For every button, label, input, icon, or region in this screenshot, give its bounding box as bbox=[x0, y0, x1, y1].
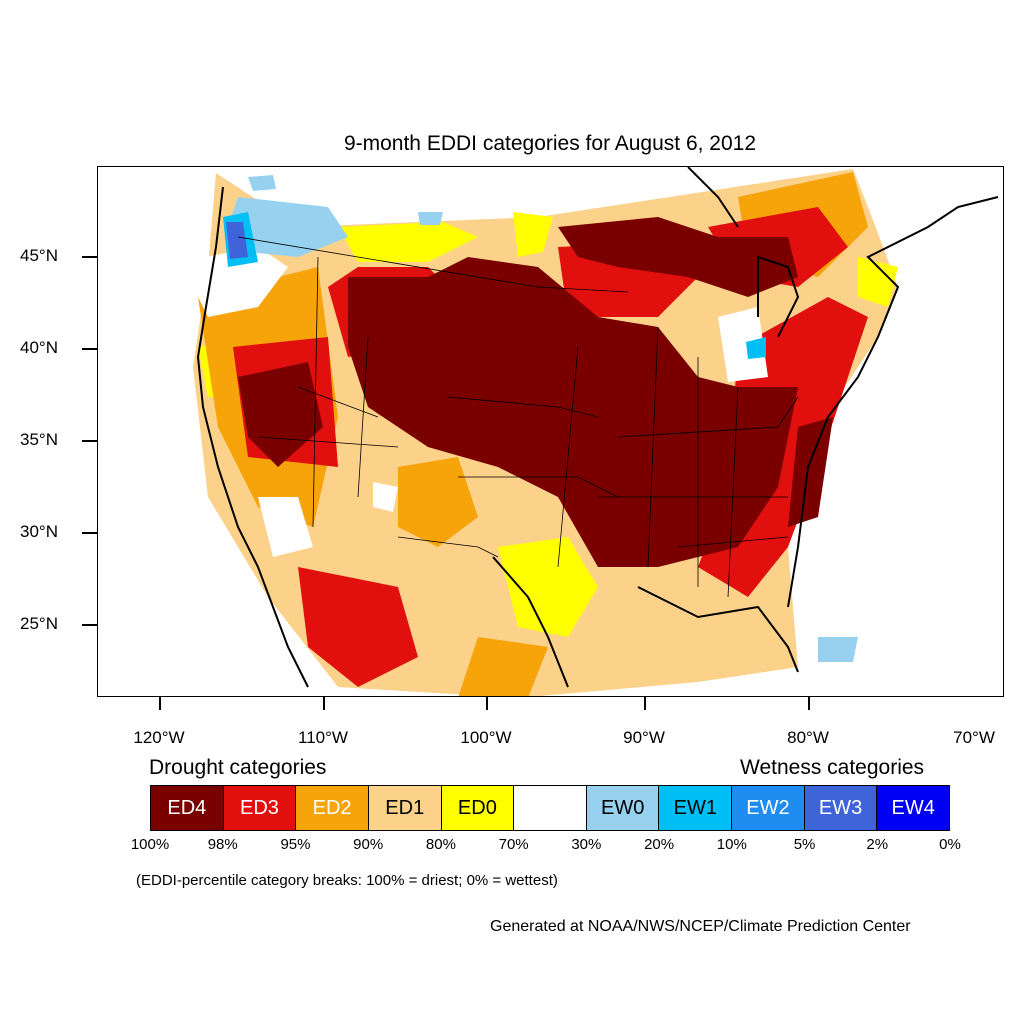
lon-tick bbox=[486, 697, 488, 710]
percentile-label: 2% bbox=[866, 836, 889, 853]
legend-box-neutral bbox=[514, 786, 587, 830]
legend-box-ed2: ED2 bbox=[296, 786, 369, 830]
percentile-label: 100% bbox=[130, 836, 170, 853]
map-canvas bbox=[178, 167, 999, 696]
lon-label: 90°W bbox=[623, 728, 665, 747]
percentile-label: 90% bbox=[353, 836, 384, 853]
legend-box-ew3: EW3 bbox=[804, 786, 878, 830]
map-title: 9-month EDDI categories for August 6, 20… bbox=[343, 132, 757, 155]
drought-heading: Drought categories bbox=[149, 756, 327, 779]
eddi-map bbox=[97, 166, 1004, 697]
lon-label: 110°W bbox=[298, 728, 348, 747]
legend-box-ew0: EW0 bbox=[586, 786, 660, 830]
lat-label: 30°N bbox=[20, 522, 58, 541]
legend-box-ew2: EW2 bbox=[732, 786, 805, 830]
legend-box-ed1: ED1 bbox=[368, 786, 442, 830]
percentile-label: 20% bbox=[644, 836, 675, 853]
lat-tick bbox=[82, 256, 97, 258]
lat-tick bbox=[82, 348, 97, 350]
percentile-label: 0% bbox=[939, 836, 961, 853]
ed4-core bbox=[348, 257, 798, 567]
legend-box-ed3: ED3 bbox=[223, 786, 297, 830]
percentile-label: 5% bbox=[793, 836, 816, 853]
lon-tick bbox=[159, 697, 161, 710]
lon-label: 80°W bbox=[787, 728, 829, 747]
coastlines bbox=[196, 167, 999, 688]
lat-tick bbox=[82, 440, 97, 442]
lat-label: 35°N bbox=[20, 430, 58, 449]
state-boundaries bbox=[237, 236, 799, 598]
lat-tick bbox=[82, 532, 97, 534]
legend-box-ed0: ED0 bbox=[441, 786, 515, 830]
legend-box-ew1: EW1 bbox=[659, 786, 733, 830]
percentile-label: 95% bbox=[280, 836, 311, 853]
lat-label: 45°N bbox=[20, 246, 58, 265]
legend-box-ew4: EW4 bbox=[877, 786, 950, 830]
percentile-label: 30% bbox=[571, 836, 602, 853]
percentile-label: 98% bbox=[207, 836, 238, 853]
lon-label: 70°W bbox=[953, 728, 995, 747]
legend-note: (EDDI-percentile category breaks: 100% =… bbox=[136, 872, 558, 889]
percentile-label: 70% bbox=[498, 836, 529, 853]
lon-tick bbox=[644, 697, 646, 710]
percentile-label: 80% bbox=[425, 836, 456, 853]
lon-tick bbox=[808, 697, 810, 710]
lat-label: 25°N bbox=[20, 614, 58, 633]
lon-label: 100°W bbox=[460, 728, 512, 747]
credit-line: Generated at NOAA/NWS/NCEP/Climate Predi… bbox=[490, 918, 911, 935]
percentile-label: 10% bbox=[716, 836, 747, 853]
lat-tick bbox=[82, 624, 97, 626]
category-legend: ED4 ED3 ED2 ED1 ED0 EW0 EW1 EW2 EW3 EW4 bbox=[150, 785, 950, 831]
lon-tick bbox=[323, 697, 325, 710]
lat-label: 40°N bbox=[20, 338, 58, 357]
legend-box-ed4: ED4 bbox=[151, 786, 224, 830]
wetness-heading: Wetness categories bbox=[740, 756, 925, 779]
lon-label: 120°W bbox=[133, 728, 185, 747]
